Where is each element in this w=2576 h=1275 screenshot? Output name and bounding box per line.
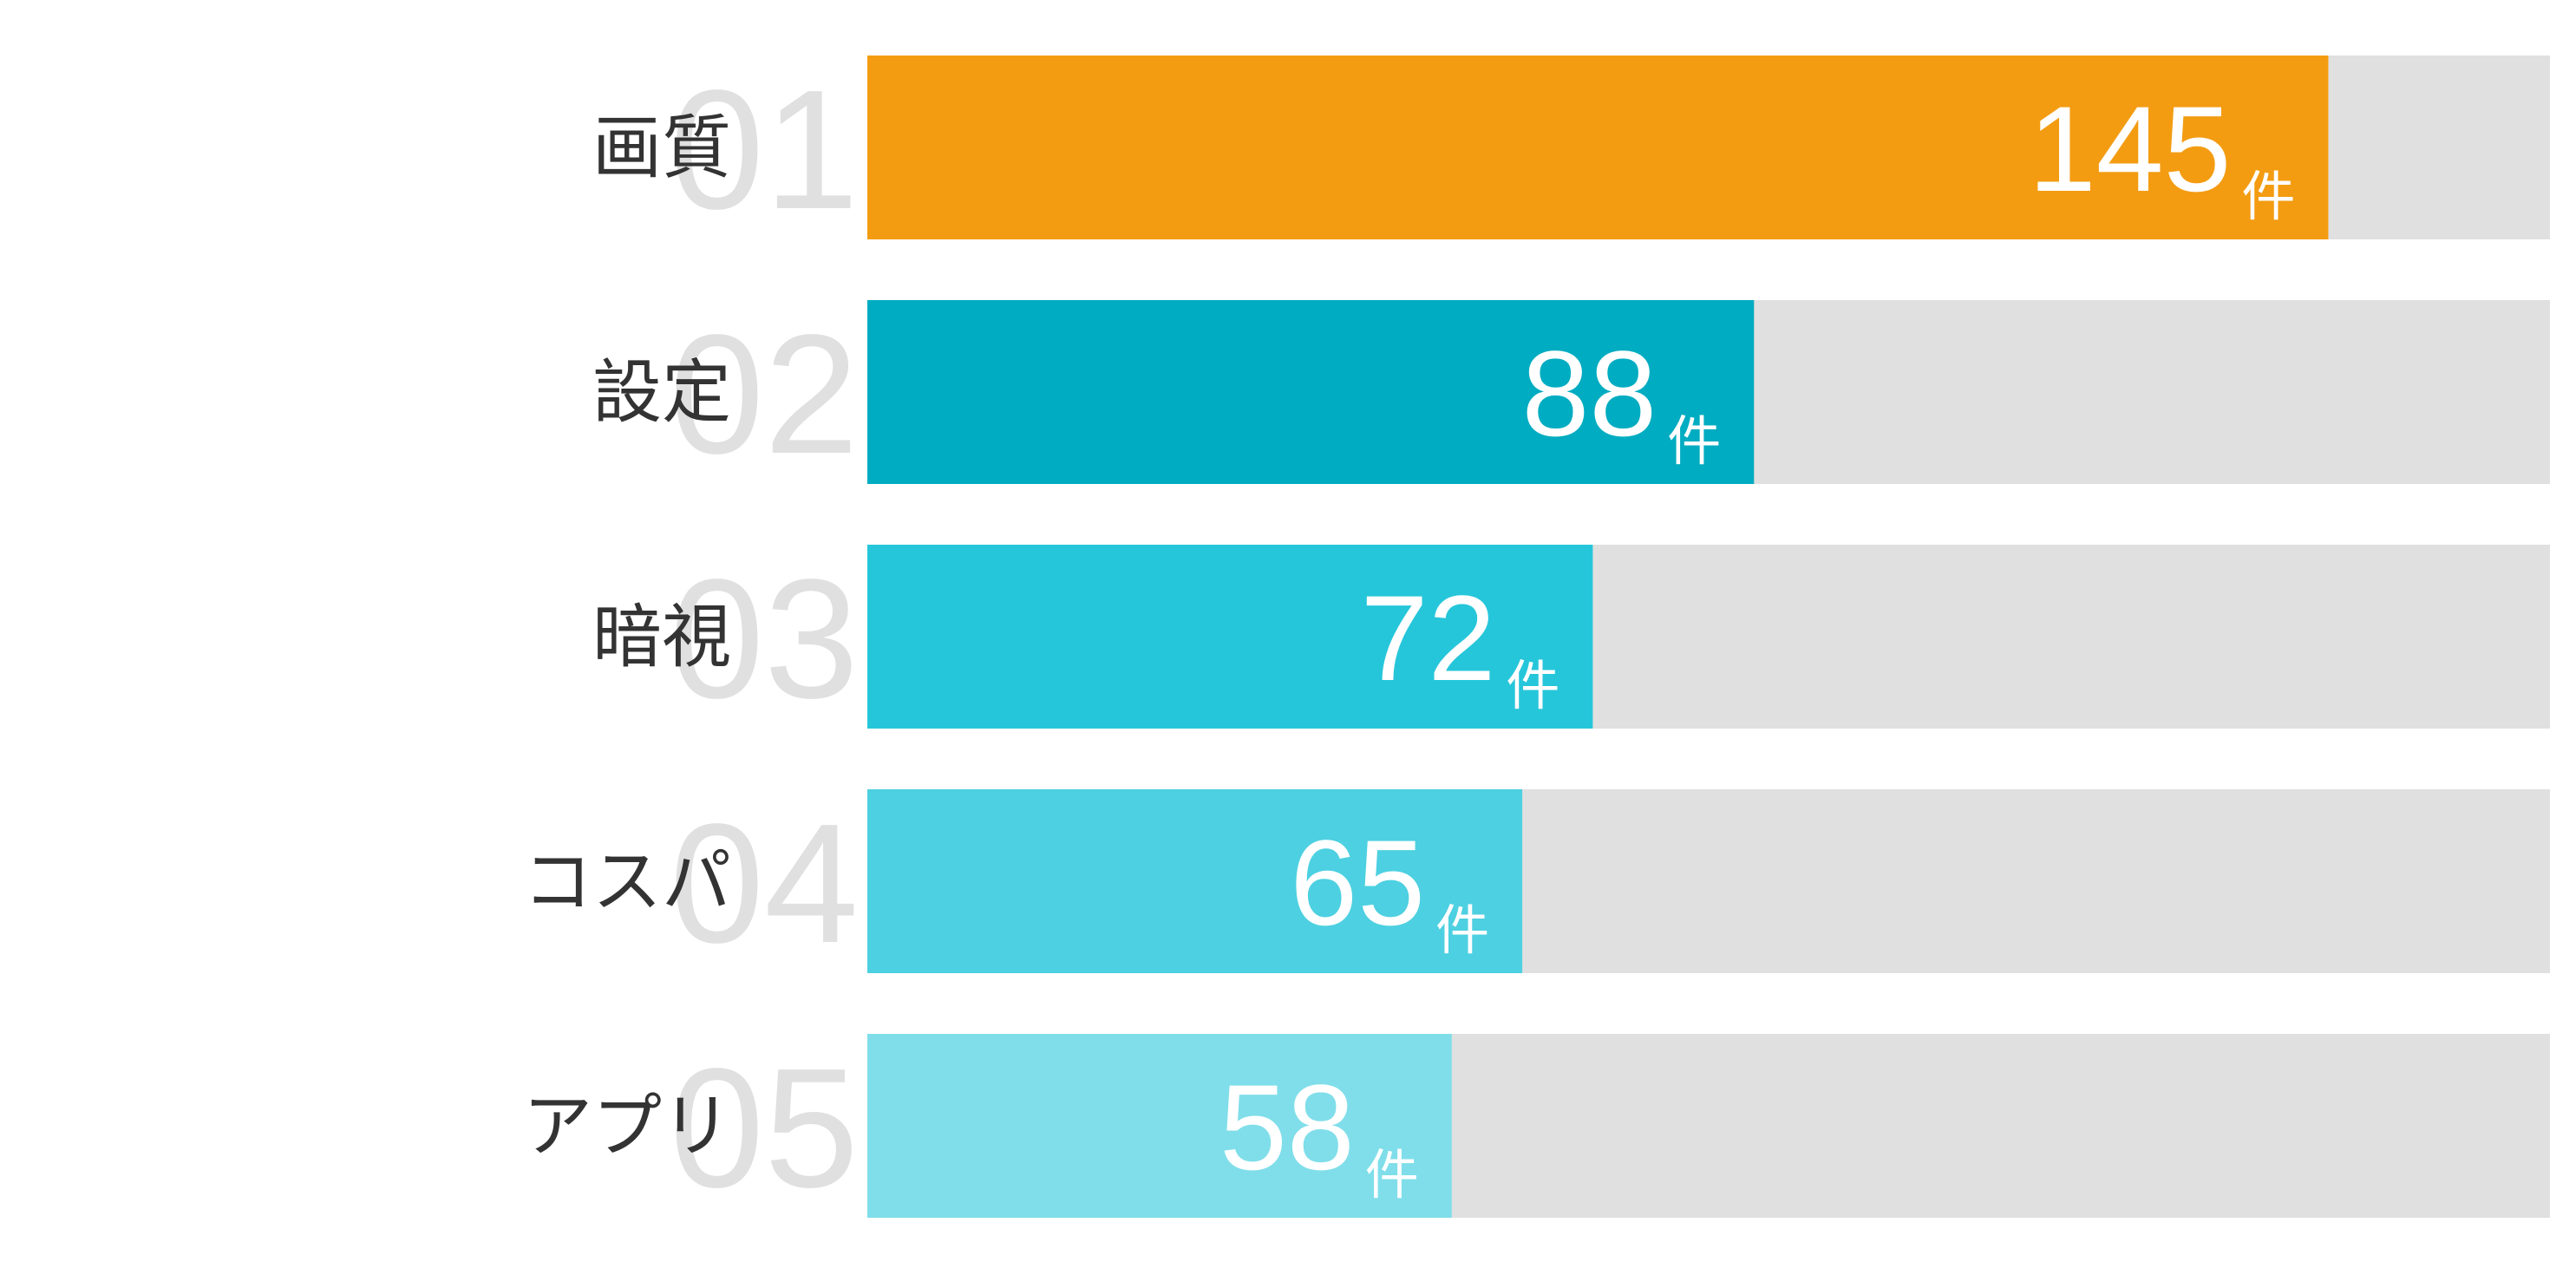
value-number: 88: [1522, 325, 1657, 461]
value-unit: 件: [1435, 899, 1489, 962]
rank-number: 05: [670, 1033, 859, 1223]
category-label: 設定: [592, 352, 731, 433]
value-label: 58 件: [1219, 1059, 1419, 1206]
bar: [867, 1034, 1452, 1218]
value-unit: 件: [1506, 654, 1559, 717]
value-label: 145 件: [2029, 81, 2296, 228]
bar: [867, 545, 1593, 729]
value-label: 72 件: [1361, 570, 1560, 717]
bar: [867, 789, 1523, 973]
value-number: 145: [2029, 81, 2232, 217]
rank-number: 01: [670, 55, 859, 245]
rank-number: 04: [670, 788, 859, 978]
category-label: コスパ: [523, 841, 731, 922]
category-label: アプリ: [523, 1086, 731, 1167]
value-number: 72: [1361, 570, 1496, 706]
value-unit: 件: [2241, 165, 2295, 228]
value-number: 65: [1290, 814, 1425, 951]
value-unit: 件: [1365, 1143, 1419, 1206]
rank-number: 02: [670, 299, 859, 489]
rank-number: 03: [670, 544, 859, 734]
category-label: 画質: [592, 108, 731, 188]
value-unit: 件: [1667, 409, 1721, 473]
bar: [867, 56, 2329, 239]
value-number: 58: [1219, 1059, 1355, 1195]
category-label: 暗視: [592, 597, 731, 677]
bar: [867, 300, 1755, 484]
value-label: 65 件: [1290, 814, 1489, 962]
value-label: 88 件: [1522, 325, 1722, 473]
